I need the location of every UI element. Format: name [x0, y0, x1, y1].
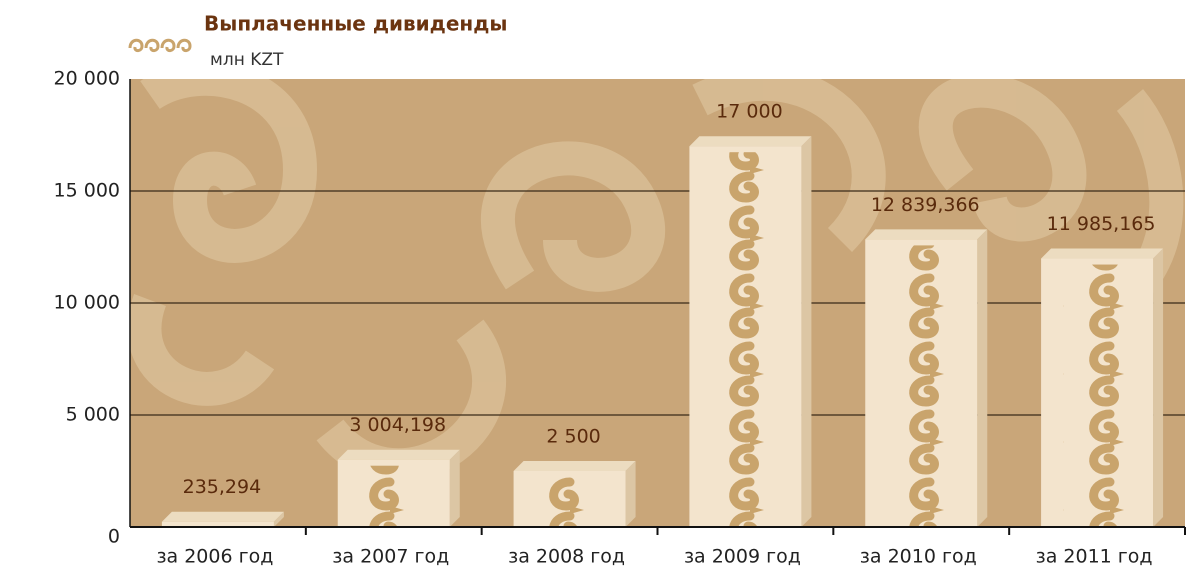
bar-ornament — [1063, 265, 1131, 527]
x-tick-label: за 2008 год — [508, 546, 625, 568]
bar-ornament — [887, 245, 955, 527]
bar-group — [865, 229, 987, 527]
x-tick-label: за 2009 год — [684, 546, 801, 568]
y-tick-label: 0 — [108, 526, 120, 548]
bar-top — [1041, 249, 1163, 259]
value-label: 235,294 — [183, 476, 262, 498]
chart-subtitle: млн KZT — [210, 50, 284, 70]
bar-side — [1153, 249, 1163, 527]
chart-title: Выплаченные дивиденды — [204, 12, 507, 36]
bar-group — [338, 450, 460, 527]
bar-group — [689, 136, 811, 527]
bar-top — [162, 512, 284, 522]
value-label: 12 839,366 — [871, 194, 980, 216]
bar-group — [162, 512, 284, 527]
x-tick-label: за 2010 год — [860, 546, 977, 568]
bar-side — [977, 229, 987, 527]
bar-ornament — [360, 466, 428, 527]
bar-group — [514, 461, 636, 527]
y-tick-label: 20 000 — [54, 68, 120, 90]
bar-top — [514, 461, 636, 471]
x-tick-label: за 2006 год — [156, 546, 273, 568]
bar-top — [865, 229, 987, 239]
bar-top — [689, 136, 811, 146]
bar-top — [338, 450, 460, 460]
title-ornament — [130, 40, 190, 50]
bar-ornament — [536, 477, 604, 527]
value-label: 11 985,165 — [1047, 213, 1156, 235]
x-tick-label: за 2007 год — [332, 546, 449, 568]
value-label: 2 500 — [546, 426, 600, 448]
bar-side — [801, 136, 811, 527]
bar-group — [1041, 249, 1163, 527]
value-label: 3 004,198 — [349, 414, 446, 436]
bar-ornament — [711, 152, 779, 527]
y-tick-label: 15 000 — [54, 180, 120, 202]
y-tick-label: 5 000 — [66, 404, 120, 426]
y-tick-label: 10 000 — [54, 292, 120, 314]
chart: Выплаченные дивиденды млн KZT 0 5 000 10 0… — [0, 0, 1194, 571]
bar-side — [450, 450, 460, 527]
bar-side — [626, 461, 636, 527]
x-tick-label: за 2011 год — [1036, 546, 1153, 568]
value-label: 17 000 — [716, 101, 782, 123]
